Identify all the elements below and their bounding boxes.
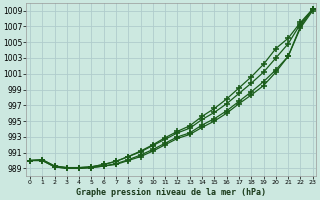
X-axis label: Graphe pression niveau de la mer (hPa): Graphe pression niveau de la mer (hPa): [76, 188, 266, 197]
